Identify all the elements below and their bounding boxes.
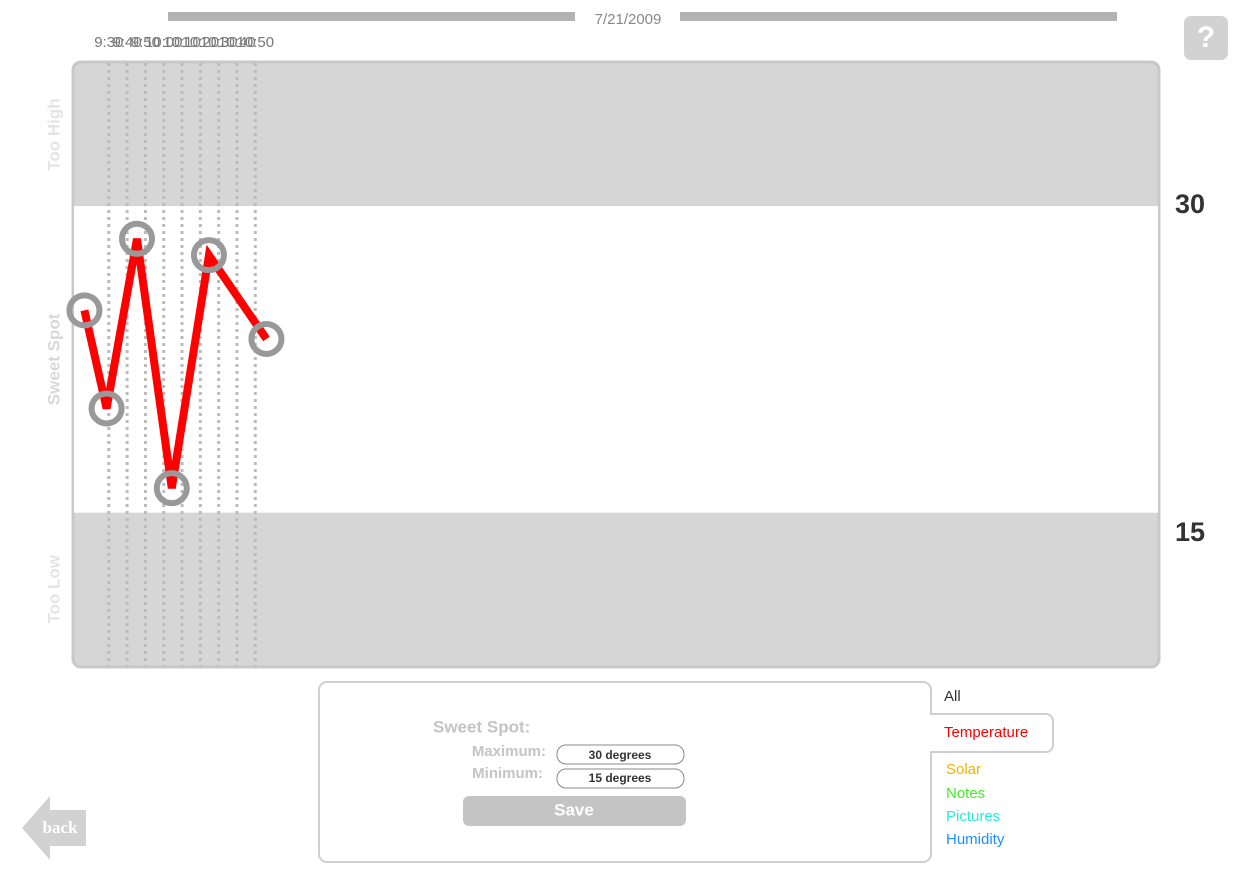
data-point[interactable]	[118, 220, 155, 257]
x-tick-label: 10:20	[182, 34, 220, 51]
data-point[interactable]	[190, 237, 227, 274]
y-tick-label: 15	[1175, 517, 1205, 547]
x-tick-label: 10:30	[200, 34, 238, 51]
data-point[interactable]	[66, 292, 103, 329]
max-input[interactable]	[556, 744, 685, 765]
x-tick-label: 9:50	[131, 34, 160, 51]
menu-item[interactable]: Humidity	[946, 831, 1005, 848]
min-label: Minimum:	[472, 765, 543, 782]
menu: All Temperature Solar Notes Pictures Humidity	[944, 688, 1028, 848]
menu-item[interactable]: Solar	[946, 761, 981, 778]
date-bar	[680, 12, 1117, 21]
chart: 15 30 Too High Sweet Spot Too Low 9:309:409:5…	[44, 34, 1205, 669]
band-label: Too Low	[44, 554, 63, 623]
tab-join	[928, 716, 932, 751]
help-button[interactable]	[1184, 16, 1228, 60]
band-label: Sweet Spot	[44, 313, 63, 405]
menu-item[interactable]: All	[944, 688, 961, 705]
x-tick-label: 10:40	[218, 34, 256, 51]
min-value[interactable]: 15 degrees	[589, 771, 652, 785]
date: 7/21/2009	[595, 11, 662, 28]
menu-item[interactable]: Notes	[946, 785, 985, 802]
data-point[interactable]	[88, 390, 125, 427]
x-tick-label: 10:00	[145, 34, 183, 51]
form-title: Sweet Spot:	[433, 717, 530, 736]
menu-item[interactable]: Pictures	[946, 808, 1000, 825]
band-label: Too High	[44, 98, 63, 170]
min-input[interactable]	[556, 768, 685, 789]
x-tick-label: 9:30	[94, 34, 123, 51]
x-tick-label: 10:50	[237, 34, 275, 51]
y-tick-label: 30	[1175, 189, 1205, 219]
x-tick-label: 9:40	[112, 34, 141, 51]
date-bar	[168, 12, 575, 21]
active-tab	[930, 713, 1054, 753]
data-point[interactable]	[248, 320, 285, 357]
menu-item[interactable]: Temperature	[944, 724, 1028, 741]
back-button[interactable]	[22, 796, 86, 860]
x-tick-label: 10:10	[163, 34, 201, 51]
back-label[interactable]: back	[43, 818, 79, 837]
save-label[interactable]: Save	[554, 800, 594, 819]
max-label: Maximum:	[472, 743, 546, 760]
save-button[interactable]	[463, 796, 686, 826]
max-value[interactable]: 30 degrees	[589, 748, 652, 762]
help-icon[interactable]: ?	[1197, 21, 1215, 54]
data-point[interactable]	[153, 470, 190, 507]
